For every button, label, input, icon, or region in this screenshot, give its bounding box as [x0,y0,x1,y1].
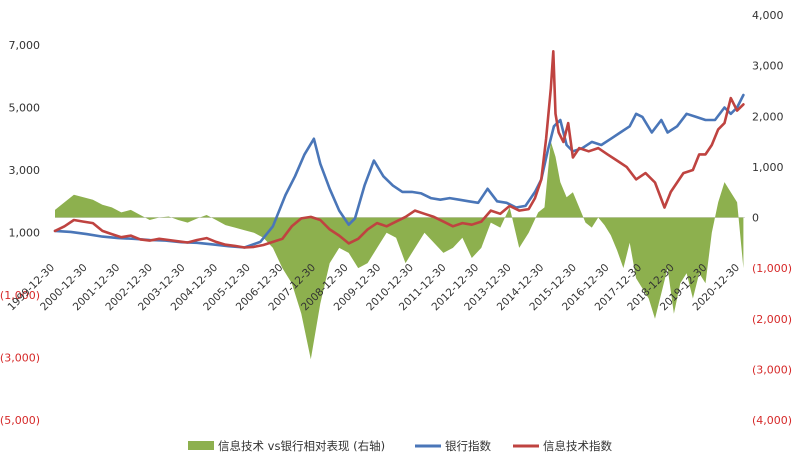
left-tick-label: 1,000 [9,227,41,240]
left-tick-label: 5,000 [9,102,41,115]
right-axis-ticks: 4,000 3,000 2,000 1,000 0 (1,000) (2,000) (3,00… [752,9,792,427]
legend-label: 银行指数 [445,439,491,453]
right-tick-label: (4,000) [752,414,792,427]
legend-swatch [188,441,214,450]
right-tick-label: 4,000 [752,9,784,22]
right-tick-label: 0 [752,212,759,225]
right-tick-label: 3,000 [752,60,784,73]
left-tick-label: 7,000 [9,39,41,52]
legend-item-it-index: 信息技术指数 [513,439,612,453]
x-axis-ticks: 1999-12-302000-12-302001-12-302002-12-30… [5,262,742,314]
right-tick-label: 1,000 [752,161,784,174]
left-tick-label: (5,000) [0,414,40,427]
legend: 信息技术 vs银行相对表现 (右轴) 银行指数 信息技术指数 [188,439,612,453]
it-index-line [53,50,745,249]
legend-label: 信息技术 vs银行相对表现 (右轴) [218,439,385,453]
left-tick-label: (1,000) [0,289,40,302]
plot-area [53,50,745,360]
left-tick-label: (3,000) [0,352,40,365]
right-tick-label: (1,000) [752,262,792,275]
legend-item-relative-performance: 信息技术 vs银行相对表现 (右轴) [188,439,385,453]
relative-performance-area [55,141,744,360]
legend-item-bank-index: 银行指数 [415,439,491,453]
right-tick-label: 2,000 [752,110,784,123]
right-tick-label: (2,000) [752,313,792,326]
legend-label: 信息技术指数 [543,439,612,453]
left-tick-label: 3,000 [9,164,41,177]
right-tick-label: (3,000) [752,363,792,376]
left-axis-ticks: 7,000 5,000 3,000 1,000 (1,000) (3,000) (5,000… [0,39,40,427]
